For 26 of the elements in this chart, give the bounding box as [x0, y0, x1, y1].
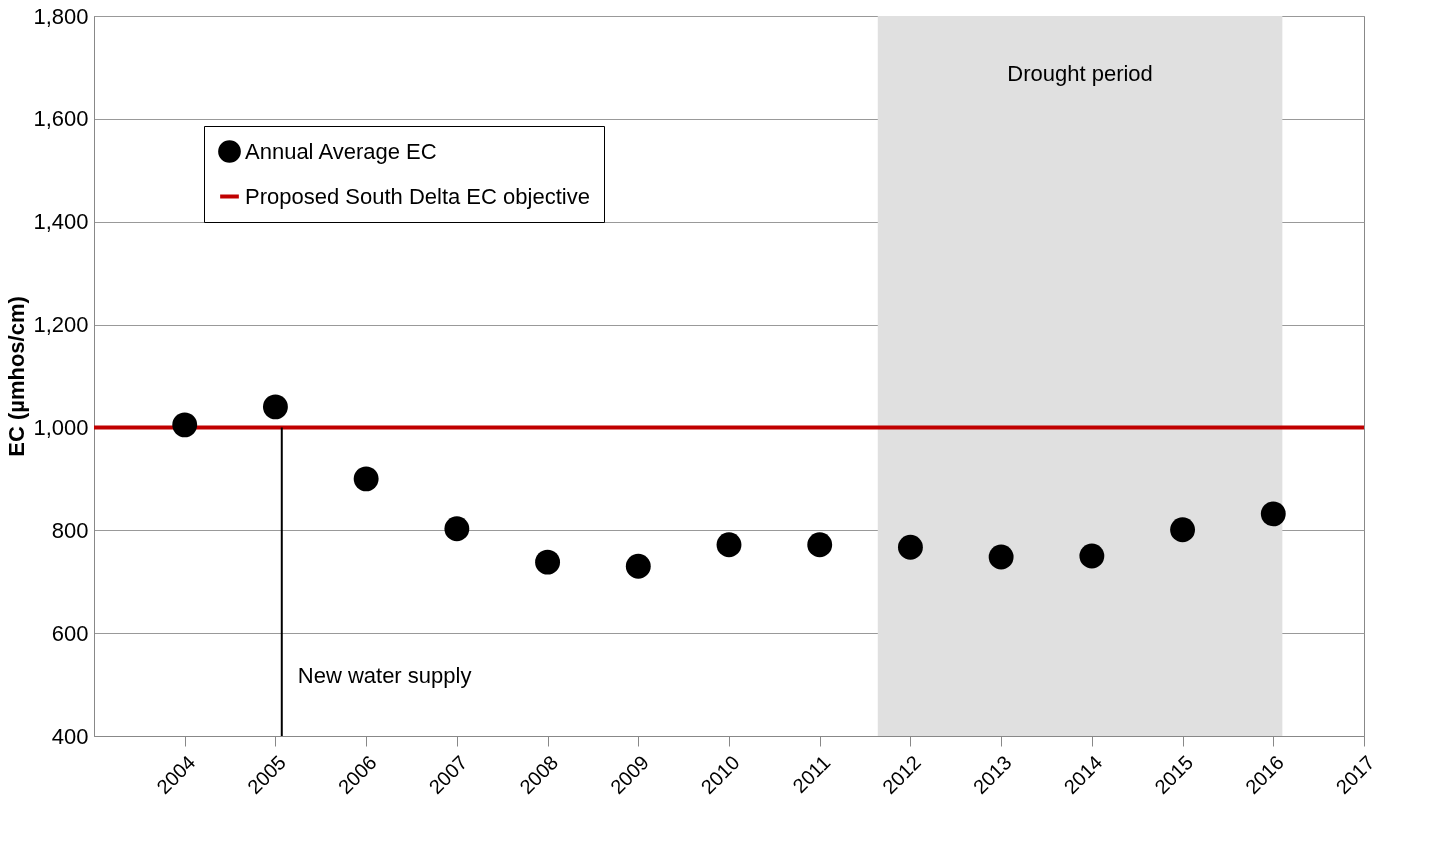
- point: [1170, 517, 1196, 543]
- point: [1260, 501, 1286, 527]
- y-tick-label: 800: [51, 517, 89, 543]
- point: [353, 466, 379, 492]
- y-tick-label: 400: [51, 723, 89, 749]
- ref-line-label: New water supply: [297, 663, 472, 688]
- y-tick-label: 1,000: [33, 414, 89, 440]
- point: [262, 394, 288, 420]
- point: [897, 534, 923, 560]
- y-axis-title: EC (µmhos/cm): [4, 296, 30, 457]
- point: [716, 532, 742, 558]
- band-label: Drought period: [1007, 61, 1153, 86]
- y-tick-label: 1,200: [33, 312, 89, 338]
- legend-label: Proposed South Delta EC objective: [245, 183, 590, 209]
- point: [444, 516, 470, 542]
- legend-label: Annual Average EC: [245, 138, 437, 164]
- point: [988, 544, 1014, 570]
- point: [807, 532, 833, 558]
- point: [172, 412, 198, 438]
- point: [1079, 543, 1105, 569]
- y-tick-label: 600: [51, 620, 89, 646]
- y-tick-label: 1,400: [33, 209, 89, 235]
- point: [625, 553, 651, 579]
- y-tick-label: 1,800: [33, 3, 89, 29]
- point: [535, 549, 561, 575]
- y-tick-label: 1,600: [33, 106, 89, 132]
